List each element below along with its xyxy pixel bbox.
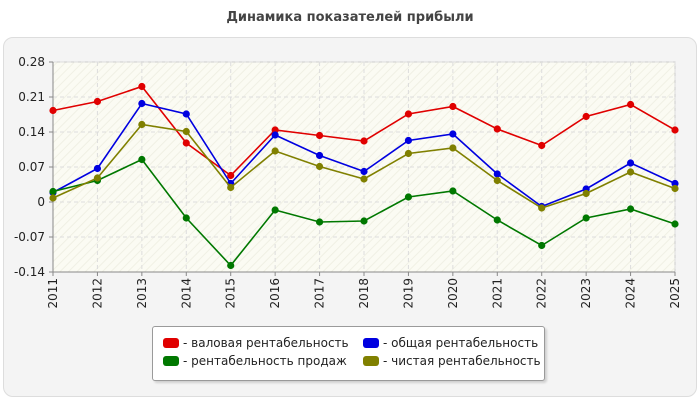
data-point (671, 126, 679, 134)
x-tick-label: 2016 (268, 278, 282, 309)
data-point (360, 217, 368, 225)
data-point (182, 110, 190, 118)
data-point (315, 218, 324, 226)
data-point (138, 120, 146, 129)
y-tick-label: 0.28 (18, 55, 45, 69)
data-point (182, 214, 190, 222)
data-point (449, 102, 457, 111)
data-point (138, 155, 146, 164)
series-lines (49, 82, 679, 270)
data-point (538, 204, 546, 212)
x-tick-label: 2012 (90, 278, 104, 309)
legend-swatch-blue (363, 338, 379, 348)
x-tick-label: 2018 (357, 278, 371, 309)
y-tick-label: 0.21 (18, 90, 45, 104)
data-point (138, 82, 146, 91)
data-point (626, 159, 635, 167)
legend-label: - чистая рентабельность (383, 354, 541, 368)
legend: - валовая рентабельность - общая рентабе… (152, 326, 545, 381)
data-point (93, 97, 102, 106)
data-point (449, 144, 457, 152)
data-point (271, 131, 279, 139)
data-point (182, 127, 190, 136)
data-point (360, 167, 368, 176)
data-point (404, 149, 413, 158)
data-point (49, 106, 57, 115)
data-point (271, 147, 279, 155)
data-point (582, 214, 590, 222)
legend-item: - общая рентабельность (363, 336, 538, 350)
data-point (227, 171, 235, 180)
data-point (93, 174, 102, 182)
data-point (626, 205, 635, 213)
data-point (49, 194, 57, 202)
data-point (271, 206, 279, 214)
data-point (271, 126, 279, 134)
x-tick-label: 2011 (46, 278, 60, 309)
x-tick-label: 2021 (490, 278, 504, 309)
x-tick-label: 2025 (668, 278, 682, 309)
data-point (315, 162, 324, 171)
legend-item: - чистая рентабельность (363, 354, 541, 368)
data-point (582, 112, 590, 121)
data-point (626, 100, 635, 109)
x-tick-label: 2024 (624, 278, 638, 309)
legend-item: - рентабельность продаж (163, 354, 347, 368)
legend-label: - валовая рентабельность (183, 336, 349, 350)
legend-swatch-red (163, 338, 179, 348)
data-point (493, 125, 501, 133)
data-point (671, 220, 679, 228)
y-tick-label: -0.14 (14, 265, 45, 279)
data-point (227, 183, 235, 192)
x-tick-label: 2013 (135, 278, 149, 309)
x-tick-label: 2014 (179, 278, 193, 309)
data-point (449, 187, 457, 195)
data-point (182, 139, 190, 147)
data-point (538, 241, 546, 250)
legend-label: - общая рентабельность (383, 336, 539, 350)
data-point (538, 141, 546, 150)
data-point (493, 216, 501, 224)
data-point (93, 164, 102, 173)
data-point (626, 168, 635, 176)
x-tick-label: 2017 (313, 278, 327, 309)
legend-swatch-olive (363, 356, 379, 366)
y-tick-label: 0.07 (18, 160, 45, 174)
legend-swatch-green (163, 356, 179, 366)
x-tick-label: 2020 (446, 278, 460, 309)
data-point (582, 189, 590, 198)
data-point (449, 130, 457, 138)
grid-lines (52, 61, 676, 273)
data-point (671, 184, 679, 193)
x-tick-label: 2019 (401, 278, 415, 309)
x-tick-label: 2022 (535, 278, 549, 309)
chart-title: Динамика показателей прибыли (226, 10, 474, 25)
data-point (360, 175, 368, 183)
legend-item: - валовая рентабельность (163, 336, 349, 350)
data-point (49, 187, 57, 196)
y-tick-label: 0 (37, 195, 45, 209)
data-point (404, 110, 413, 118)
data-point (227, 261, 235, 270)
data-point (315, 131, 324, 140)
legend-label: - рентабельность продаж (183, 354, 347, 368)
x-tick-label: 2015 (224, 278, 238, 309)
data-point (138, 99, 146, 108)
data-point (360, 137, 368, 145)
data-point (671, 179, 679, 188)
data-point (493, 170, 501, 178)
data-point (315, 151, 324, 160)
data-point (404, 193, 413, 201)
y-tick-label: 0.14 (18, 125, 45, 139)
y-tick-label: -0.07 (14, 230, 45, 244)
data-point (493, 176, 501, 185)
x-tick-label: 2023 (579, 278, 593, 309)
data-point (404, 136, 413, 145)
